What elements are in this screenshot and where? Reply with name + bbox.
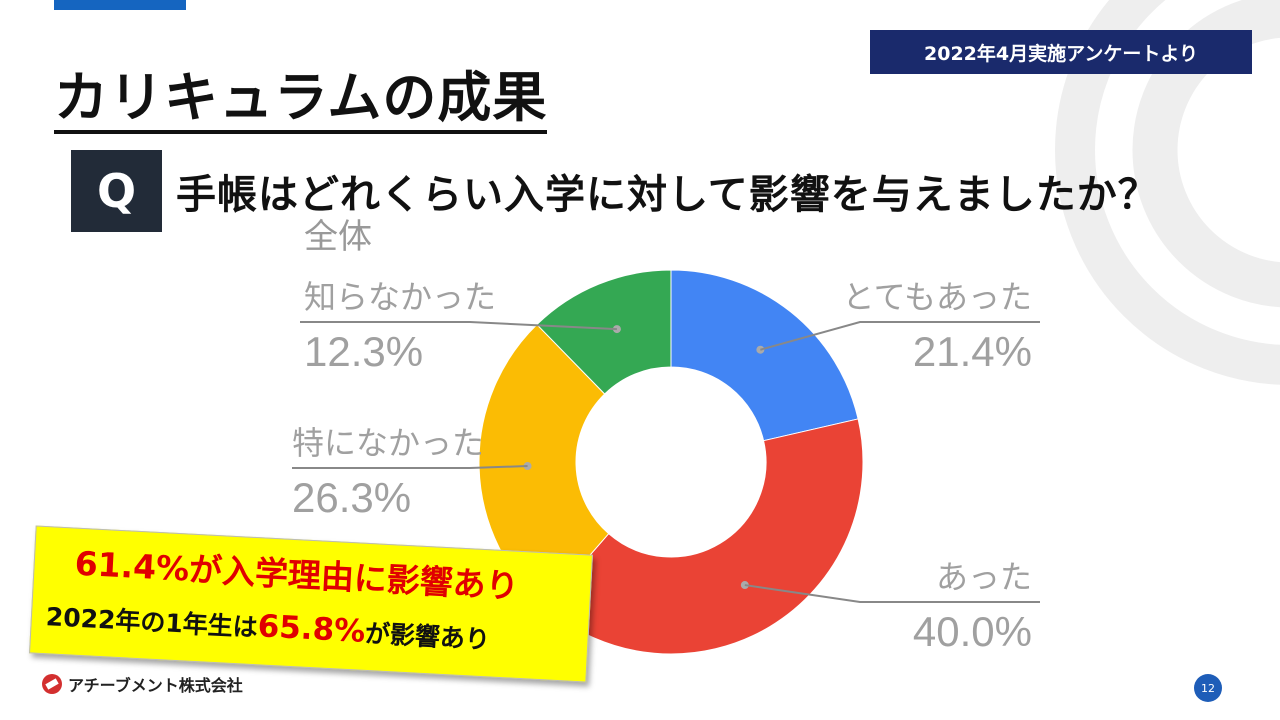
donut-slice-1	[670, 269, 859, 442]
leader-line-1	[760, 321, 1040, 351]
callout-sub-suffix: が影響あり	[364, 618, 491, 655]
callout-sub-prefix: 2022年の1年生は	[45, 602, 259, 643]
slice-label-category-3: 特になかった	[292, 425, 484, 461]
company-logo-icon	[42, 674, 62, 694]
question-text: 手帳はどれくらい入学に対して影響を与えましたか？	[176, 172, 1159, 218]
leader-line-2	[744, 584, 1040, 603]
company-name: アチーブメント株式会社	[68, 676, 243, 695]
slice-label-value-1: 21.4%	[913, 328, 1032, 375]
top-accent-bar	[54, 0, 186, 10]
leader-line-4	[300, 321, 617, 331]
slice-label-value-4: 12.3%	[304, 328, 423, 375]
slice-label-category-1: とてもあった	[843, 279, 1032, 315]
company-footer: アチーブメント株式会社	[42, 672, 243, 696]
survey-date-badge: 2022年4月実施アンケートより	[870, 30, 1252, 74]
page-title: カリキュラムの成果	[54, 66, 548, 134]
callout-sub-text: 2022年の1年生は65.8%が影響あり	[45, 597, 491, 656]
page-number: 12	[1194, 674, 1222, 702]
donut-slice-4	[536, 269, 672, 395]
leader-line-3	[292, 465, 528, 469]
callout-sub-highlight: 65.8%	[256, 608, 367, 650]
donut-slice-3	[478, 323, 610, 608]
slice-label-value-3: 26.3%	[292, 474, 411, 521]
slice-label-value-2: 40.0%	[913, 608, 1032, 655]
question-marker: Q	[71, 150, 162, 232]
slice-label-category-4: 知らなかった	[304, 279, 496, 315]
callout-main-text: 61.4%が入学理由に影響あり	[73, 543, 520, 606]
slice-label-category-2: あった	[936, 559, 1032, 595]
chart-subtitle: 全体	[304, 218, 372, 256]
